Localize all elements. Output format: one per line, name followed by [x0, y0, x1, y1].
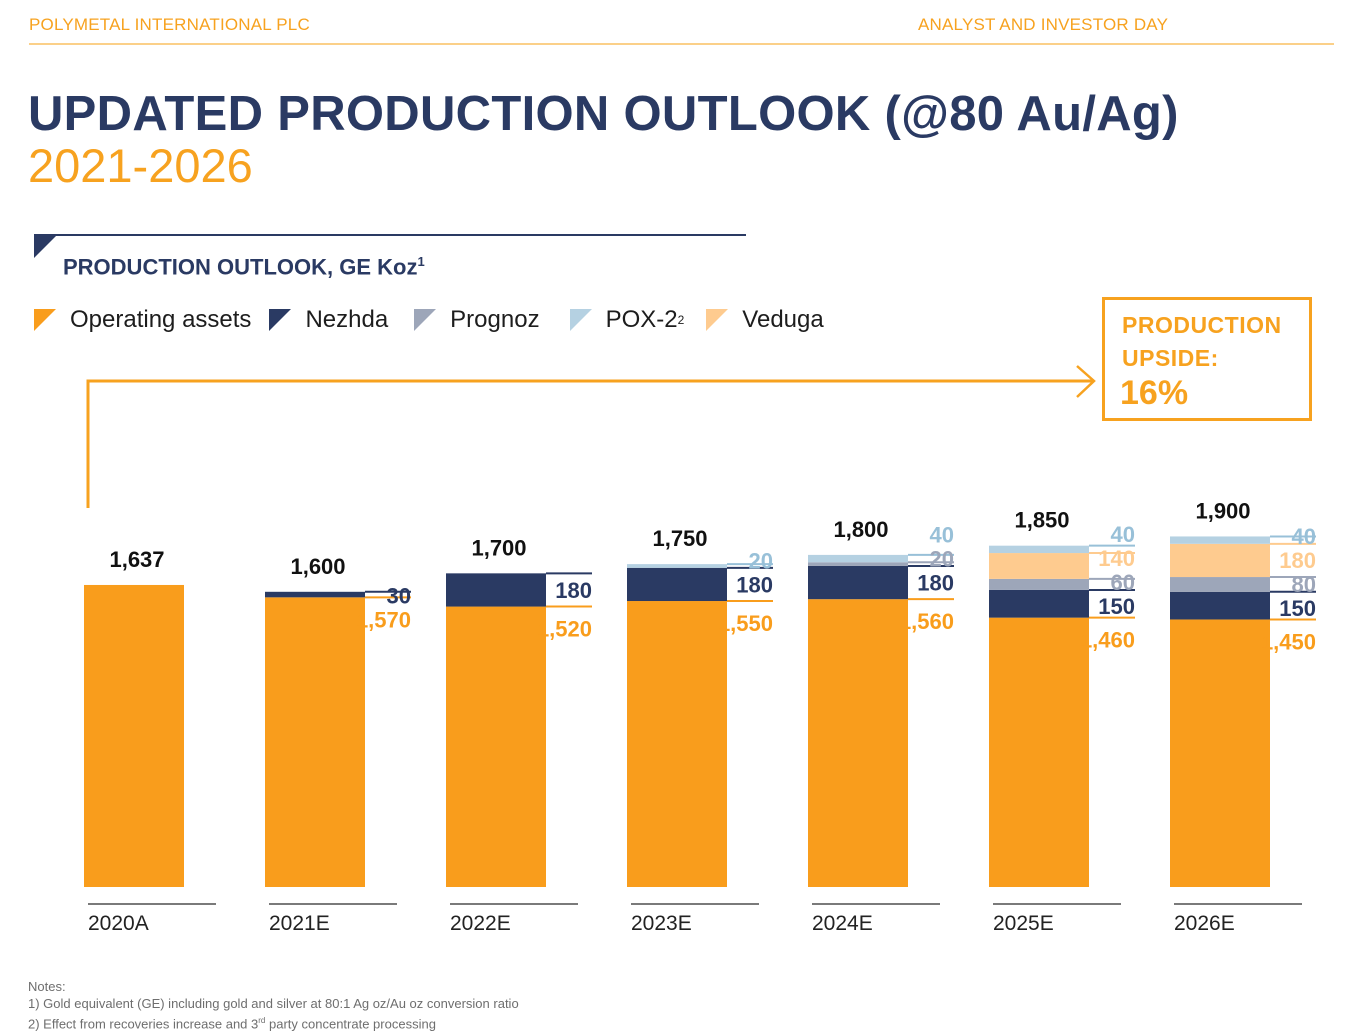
notes-heading: Notes: — [28, 979, 66, 994]
segment-value-label: 40 — [930, 523, 954, 548]
category-label: 2026E — [1174, 912, 1235, 935]
header-divider — [29, 43, 1334, 45]
chart-title-footnote: 1 — [417, 254, 425, 269]
category-label: 2023E — [631, 912, 692, 935]
segment-value-label: 1,560 — [899, 609, 954, 634]
segment-value-label: 180 — [917, 571, 954, 596]
legend-swatch — [269, 309, 292, 331]
bar-segment-operating-assets — [265, 597, 365, 887]
bar-segment-veduga — [989, 553, 1089, 579]
segment-value-label: 40 — [1111, 522, 1135, 547]
upside-label-line2: UPSIDE: — [1122, 345, 1219, 371]
legend-label: POX-2 — [605, 306, 678, 333]
bar-segment-prognoz — [989, 578, 1089, 590]
section-divider — [34, 234, 746, 236]
bar-segment-pox-2 — [989, 545, 1089, 554]
bar-segment-operating-assets — [989, 617, 1089, 887]
segment-value-label: 80 — [1292, 572, 1316, 597]
category-label: 2024E — [812, 912, 873, 935]
segment-value-label: 1,520 — [537, 617, 592, 642]
segment-value-label: 20 — [930, 547, 954, 572]
bar-segment-nezhda — [1170, 591, 1270, 620]
segment-value-label: 180 — [1279, 548, 1316, 573]
section-corner-marker — [34, 234, 58, 258]
upside-arrow-head — [1076, 365, 1096, 398]
footnotes: Notes: 1) Gold equivalent (GE) including… — [28, 978, 519, 1032]
legend-swatch — [414, 309, 437, 331]
bar-segment-operating-assets — [808, 599, 908, 887]
segment-value-label: 140 — [1098, 546, 1135, 571]
segment-value-label: 1,570 — [356, 607, 411, 632]
legend-item-pox-2: POX-2 2 — [569, 306, 685, 334]
bar-segment-operating-assets — [1170, 619, 1270, 887]
segment-value-label: 60 — [1111, 570, 1135, 595]
bar-segment-operating-assets — [446, 606, 546, 887]
bar-segment-nezhda — [265, 591, 365, 598]
bar-segment-prognoz — [1170, 577, 1270, 592]
category-label: 2025E — [993, 912, 1054, 935]
category-label: 2021E — [269, 912, 330, 935]
bar-segment-pox-2 — [627, 564, 727, 568]
note-2-text: 2) Effect from recoveries increase and 3 — [28, 1016, 259, 1032]
bar-total-label: 1,850 — [1014, 508, 1069, 533]
legend-item-nezhda: Nezhda — [269, 306, 388, 334]
legend-swatch — [569, 309, 592, 331]
legend-item-veduga: Veduga — [706, 306, 824, 334]
bar-segment-veduga — [1170, 543, 1270, 578]
segment-value-label: 20 — [749, 548, 773, 573]
legend-label: Veduga — [742, 306, 824, 333]
bar-segment-nezhda — [989, 589, 1089, 618]
page-title: UPDATED PRODUCTION OUTLOOK (@80 Au/Ag) — [28, 87, 1179, 141]
bar-segment-nezhda — [627, 567, 727, 602]
upside-arrow-line — [86, 379, 1093, 508]
legend-swatch — [34, 309, 56, 331]
category-label: 2020A — [88, 912, 149, 935]
upside-value: 16% — [1120, 374, 1189, 412]
segment-value-label: 180 — [736, 572, 773, 597]
note-2: 2) Effect from recoveries increase and 3… — [28, 1012, 519, 1032]
event-name: ANALYST AND INVESTOR DAY — [918, 15, 1169, 34]
bar-segment-pox-2 — [808, 554, 908, 563]
legend-label: Nezhda — [305, 306, 389, 333]
note-2-sup: rd — [258, 1016, 266, 1025]
chart-title-text: PRODUCTION OUTLOOK, GE Koz — [63, 254, 418, 280]
bar-segment-operating-assets — [627, 601, 727, 887]
legend-item-operating-assets: Operating assets — [34, 306, 251, 334]
bar-segment-prognoz — [808, 562, 908, 566]
segment-value-label: 150 — [1098, 594, 1135, 619]
bar-total-label: 1,900 — [1195, 498, 1250, 523]
segment-value-label: 1,550 — [718, 611, 773, 636]
page-subtitle: 2021-2026 — [28, 139, 253, 192]
segment-value-label: 150 — [1279, 596, 1316, 621]
note-2-text-end: party concentrate processing — [265, 1016, 436, 1032]
bar-segment-nezhda — [446, 573, 546, 607]
production-upside-box: PRODUCTION UPSIDE: 16% — [1102, 297, 1312, 421]
legend-footnote: 2 — [677, 313, 685, 327]
legend-label: Prognoz — [450, 306, 540, 333]
legend-swatch — [706, 309, 729, 331]
category-label: 2022E — [450, 912, 511, 935]
upside-label-line1: PRODUCTION — [1122, 312, 1282, 338]
bar-total-label: 1,700 — [471, 535, 526, 560]
bar-total-label: 1,637 — [109, 547, 164, 572]
bar-total-label: 1,600 — [290, 554, 345, 579]
note-1: 1) Gold equivalent (GE) including gold a… — [28, 996, 519, 1011]
bar-segment-nezhda — [808, 565, 908, 600]
legend-label: Operating assets — [70, 306, 252, 333]
chart-title: PRODUCTION OUTLOOK, GE Koz1 — [63, 254, 425, 280]
chart-legend: Operating assets Nezhda Prognoz POX-2 2 V… — [34, 306, 842, 334]
segment-value-label: 30 — [387, 583, 411, 608]
bar-segment-operating-assets — [84, 584, 184, 887]
segment-value-label: 1,460 — [1080, 628, 1135, 653]
segment-value-label: 1,450 — [1261, 629, 1316, 654]
bar-total-label: 1,750 — [652, 526, 707, 551]
segment-value-label: 180 — [555, 578, 592, 603]
bar-total-label: 1,800 — [833, 517, 888, 542]
bar-segment-pox-2 — [1170, 536, 1270, 544]
legend-item-prognoz: Prognoz — [414, 306, 540, 334]
company-name: POLYMETAL INTERNATIONAL PLC — [29, 15, 310, 34]
segment-value-label: 40 — [1292, 524, 1316, 549]
